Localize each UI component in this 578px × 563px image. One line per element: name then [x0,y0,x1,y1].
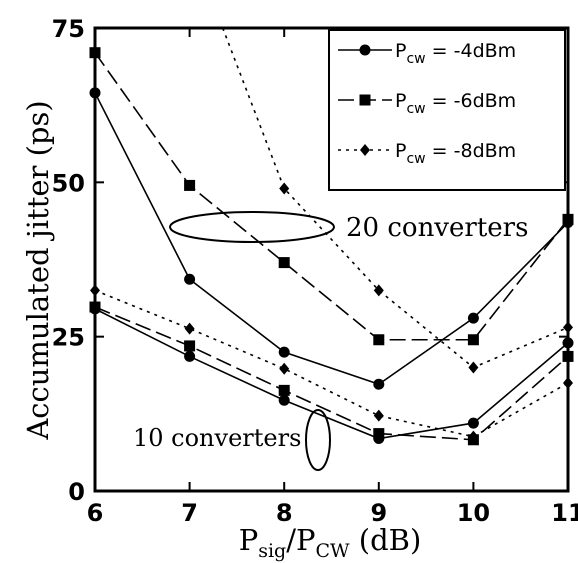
data-point [184,179,196,191]
data-point [89,87,101,99]
group-10-ellipse [305,409,331,471]
series-line [94,52,569,341]
x-tick-label: 9 [370,499,387,527]
annotation-10-converters: 10 converters [133,424,301,452]
data-point [184,340,196,352]
x-axis-label-unit: (dB) [350,523,422,557]
data-point [563,376,573,389]
series--4dBm-20-converters [89,87,574,390]
y-axis-label: Accumulated jitter (ps) [21,100,55,440]
legend-item: Pcw = -4dBm [338,40,516,67]
data-point [468,430,479,443]
y-tick-label: 25 [52,324,85,352]
data-point [278,394,290,406]
series--6dBm-20-converters [89,47,574,346]
series-line [94,306,569,441]
x-axis-label-main: P [239,523,259,557]
data-point [184,273,196,285]
y-tick-label: 50 [52,169,85,197]
x-tick-label: 11 [551,499,578,527]
data-point [468,361,479,374]
data-point [279,182,290,195]
series--8dBm-10-converters [90,284,573,443]
legend-label: Pcw = -6dBm [395,90,516,117]
data-point [89,301,101,313]
group-20-ellipse [169,211,335,243]
series-line [94,92,569,386]
data-point [562,213,574,225]
x-axis-label-sub1: sig [258,540,286,562]
legend: Pcw = -4dBm Pcw = -6dBm Pcw = -8dBm [328,29,566,191]
data-point [373,428,385,440]
x-tick-label: 7 [181,499,198,527]
x-axis-label: Psig/PCW (dB) [239,523,422,562]
y-tick-label: 75 [52,15,85,43]
legend-label: Pcw = -8dBm [395,140,516,167]
data-point [184,322,195,335]
data-point [373,334,385,346]
series--8dBm-20-converters [221,27,573,374]
data-point [562,350,574,362]
data-point [278,384,290,396]
x-tick-label: 10 [457,499,490,527]
series--4dBm-10-converters [89,303,574,445]
data-point [278,257,290,269]
series-line [94,308,569,440]
data-point [467,312,479,324]
data-point [89,47,101,59]
x-axis-label-sub2: CW [316,540,351,562]
data-point [467,334,479,346]
data-point [184,350,196,362]
series-line [94,289,569,438]
data-point [373,409,384,422]
legend-marker [359,94,371,106]
data-point [467,417,479,429]
legend-item: Pcw = -8dBm [338,140,516,167]
data-point [373,378,385,390]
y-tick-label: 0 [68,478,85,506]
plot-frame [93,26,570,493]
data-point [279,362,290,375]
annotation-20-converters: 20 converters [346,213,528,243]
legend-label: Pcw = -4dBm [395,40,516,67]
legend-item: Pcw = -6dBm [338,90,516,117]
legend-box [328,29,566,191]
x-tick-label: 6 [87,499,104,527]
data-point [563,321,573,334]
data-point [90,284,100,297]
legend-marker [360,144,370,156]
data-point [562,337,574,349]
data-point [278,346,290,358]
series-line [221,27,569,369]
legend-marker [359,44,371,56]
data-point [373,284,384,297]
x-axis-label-mid: /P [286,523,315,557]
x-tick-label: 8 [276,499,293,527]
